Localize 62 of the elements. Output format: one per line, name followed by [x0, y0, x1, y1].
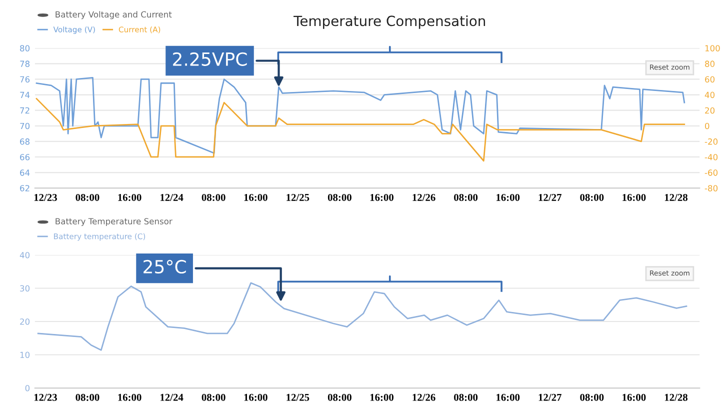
x-tick-label: 12/25: [286, 194, 310, 201]
x-tick-label: 16:00: [244, 394, 268, 401]
x-tick-label: 08:00: [76, 394, 100, 401]
chart-title: Battery Voltage and Current: [56, 11, 172, 20]
y-tick-label: 76: [20, 76, 30, 83]
x-tick-label: 12/26: [412, 394, 436, 401]
x-tick-label: 12/27: [538, 394, 562, 401]
x-tick-label: 08:00: [580, 194, 604, 202]
y2-tick-label: 40: [704, 92, 715, 98]
x-tick-label: 08:00: [580, 394, 604, 401]
y-tick-label: 70: [20, 122, 30, 130]
x-tick-label: 12/28: [664, 394, 688, 401]
x-tick-label: 08:00: [454, 194, 478, 202]
chart-title: Battery Temperature Sensor: [56, 218, 172, 226]
x-tick-label: 16:00: [370, 394, 394, 401]
y-tick-label: 66: [20, 154, 30, 160]
y-tick-label: 78: [20, 60, 30, 67]
y-tick-label: 20: [20, 318, 30, 325]
y-tick-label: 40: [20, 252, 30, 258]
x-tick-label: 08:00: [202, 194, 226, 202]
y-tick-label: 30: [20, 285, 30, 292]
y-tick-label: 74: [20, 92, 30, 98]
y2-tick-label: -20: [704, 138, 718, 145]
y-tick-label: 62: [20, 185, 30, 192]
x-tick-label: 16:00: [244, 194, 268, 202]
x-tick-label: 16:00: [370, 194, 394, 202]
x-tick-label: 16:00: [496, 194, 520, 202]
y-tick-label: 72: [20, 107, 30, 114]
x-tick-label: 12/23: [34, 194, 57, 201]
y2-tick-label: 0: [705, 122, 710, 130]
y2-tick-label: -40: [704, 154, 718, 160]
x-tick-label: 08:00: [328, 394, 352, 401]
x-tick-label: 12/25: [286, 394, 310, 401]
x-tick-label: 12/24: [160, 394, 184, 401]
x-tick-label: 08:00: [202, 394, 226, 401]
y-tick-label: 68: [20, 138, 30, 145]
y-tick-label: 0: [25, 384, 30, 392]
x-tick-label: 16:00: [622, 194, 646, 202]
x-tick-label: 16:00: [496, 394, 520, 401]
y2-tick-label: 80: [705, 60, 715, 67]
annotation: 2.25VPC: [173, 52, 247, 66]
x-tick-label: 12/26: [412, 194, 436, 201]
y2-tick-label: 100: [705, 45, 720, 52]
y2-tick-label: -80: [704, 185, 718, 192]
x-tick-label: 16:00: [118, 194, 142, 202]
x-tick-label: 12/27: [538, 194, 562, 201]
x-tick-label: 12/28: [664, 194, 688, 201]
annotation: 25°C: [144, 260, 186, 274]
y2-tick-label: 60: [705, 76, 715, 83]
x-tick-label: 12/24: [160, 194, 184, 201]
y-tick-label: 64: [20, 170, 30, 176]
x-tick-label: 08:00: [454, 394, 478, 401]
y-tick-label: 80: [20, 45, 30, 52]
x-tick-label: 16:00: [622, 394, 646, 401]
x-tick-label: 12/23: [34, 394, 57, 401]
x-tick-label: 08:00: [76, 194, 100, 202]
text: Temperature Compensation: [294, 15, 486, 29]
x-tick-label: 08:00: [328, 194, 352, 202]
y2-tick-label: 20: [705, 107, 715, 114]
y2-tick-label: -60: [704, 170, 718, 176]
x-tick-label: 16:00: [118, 394, 142, 401]
y-tick-label: 10: [20, 352, 30, 358]
